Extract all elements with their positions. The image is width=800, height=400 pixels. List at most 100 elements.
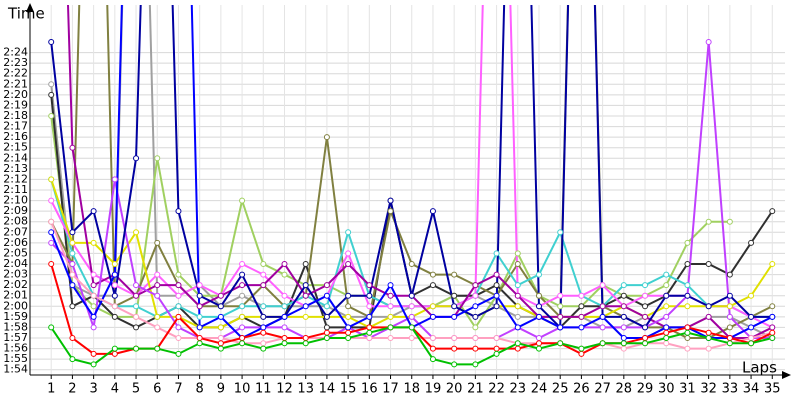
- point: [323, 329, 330, 336]
- point: [281, 271, 288, 278]
- point: [302, 292, 309, 299]
- point: [239, 292, 246, 299]
- point: [535, 303, 542, 310]
- point: [705, 218, 712, 225]
- point: [239, 335, 246, 341]
- point: [557, 303, 564, 310]
- point: [493, 303, 500, 310]
- point: [345, 329, 352, 336]
- point: [260, 340, 267, 347]
- point: [175, 335, 182, 341]
- point: [663, 292, 670, 299]
- point: [642, 324, 649, 331]
- point: [239, 340, 246, 347]
- point: [578, 345, 585, 352]
- point: [493, 335, 500, 341]
- point: [620, 340, 627, 347]
- point: [769, 329, 776, 336]
- point: [48, 81, 55, 88]
- point: [366, 292, 373, 299]
- point: [387, 208, 394, 215]
- point: [175, 282, 182, 289]
- point: [748, 340, 755, 347]
- point: [429, 345, 436, 352]
- point: [175, 313, 182, 320]
- point: [408, 335, 415, 341]
- point: [429, 303, 436, 310]
- point: [451, 303, 458, 310]
- point: [345, 229, 352, 236]
- x-tick-label: 5: [132, 382, 140, 397]
- y-tick-label: 2:13: [3, 162, 28, 175]
- point: [726, 271, 733, 278]
- y-tick-label: 2:08: [3, 215, 28, 228]
- point: [514, 261, 521, 267]
- point: [514, 345, 521, 352]
- point: [302, 340, 309, 347]
- point: [48, 39, 55, 45]
- point: [578, 303, 585, 310]
- point: [705, 345, 712, 352]
- point: [48, 197, 55, 204]
- y-tick-label: 2:02: [3, 278, 28, 291]
- y-tick-label: 1:54: [3, 363, 28, 376]
- point: [472, 361, 479, 368]
- point: [281, 340, 288, 347]
- point: [260, 313, 267, 320]
- point: [684, 335, 691, 341]
- point: [48, 324, 55, 331]
- x-tick-label: 12: [276, 382, 293, 397]
- y-tick-label: 2:00: [3, 299, 28, 312]
- point: [90, 271, 97, 278]
- point: [302, 261, 309, 267]
- x-axis-title: Laps: [742, 359, 777, 377]
- point: [705, 313, 712, 320]
- x-tick-label: 19: [425, 382, 442, 397]
- point: [90, 239, 97, 246]
- point: [133, 324, 140, 331]
- point: [408, 303, 415, 310]
- point: [769, 261, 776, 267]
- y-tick-label: 2:22: [3, 67, 28, 80]
- point: [387, 292, 394, 299]
- y-tick-label: 2:18: [3, 109, 28, 122]
- point: [196, 335, 203, 341]
- point: [684, 292, 691, 299]
- point: [472, 324, 479, 331]
- point: [90, 303, 97, 310]
- point: [557, 324, 564, 331]
- x-tick-label: 33: [722, 382, 739, 397]
- point: [69, 335, 76, 341]
- point: [217, 303, 224, 310]
- point: [451, 313, 458, 320]
- point: [133, 303, 140, 310]
- point: [642, 335, 649, 341]
- point: [429, 282, 436, 289]
- y-tick-label: 2:11: [3, 183, 28, 196]
- x-tick-label: 17: [382, 382, 399, 397]
- point: [69, 271, 76, 278]
- y-tick-label: 2:10: [3, 194, 28, 207]
- y-axis-title: Time: [7, 5, 45, 23]
- point: [48, 91, 55, 98]
- x-tick-label: 6: [153, 382, 161, 397]
- point: [451, 361, 458, 368]
- y-tick-label: 2:09: [3, 204, 28, 217]
- point: [69, 229, 76, 236]
- point: [154, 292, 161, 299]
- point: [705, 335, 712, 341]
- point: [514, 303, 521, 310]
- point: [387, 324, 394, 331]
- point: [281, 292, 288, 299]
- point: [472, 303, 479, 310]
- point: [323, 292, 330, 299]
- point: [578, 292, 585, 299]
- point: [260, 271, 267, 278]
- point: [408, 324, 415, 331]
- point: [408, 292, 415, 299]
- point: [260, 324, 267, 331]
- point: [535, 271, 542, 278]
- point: [663, 324, 670, 331]
- x-tick-label: 23: [510, 382, 527, 397]
